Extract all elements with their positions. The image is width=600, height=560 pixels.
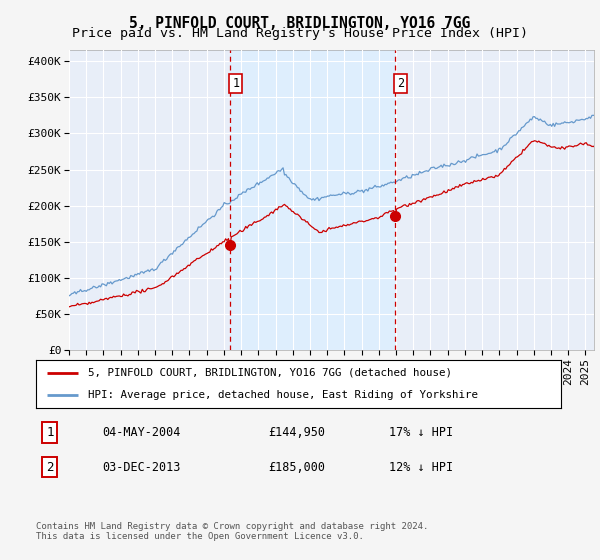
Bar <box>230 50 395 350</box>
Text: 1: 1 <box>46 426 53 439</box>
Text: 1: 1 <box>232 77 239 90</box>
Text: 5, PINFOLD COURT, BRIDLINGTON, YO16 7GG: 5, PINFOLD COURT, BRIDLINGTON, YO16 7GG <box>130 16 470 31</box>
Text: £144,950: £144,950 <box>268 426 325 439</box>
Text: 2: 2 <box>397 77 404 90</box>
Text: Contains HM Land Registry data © Crown copyright and database right 2024.
This d: Contains HM Land Registry data © Crown c… <box>36 522 428 542</box>
Text: 12% ↓ HPI: 12% ↓ HPI <box>389 461 454 474</box>
Text: 2: 2 <box>46 461 53 474</box>
Text: 03-DEC-2013: 03-DEC-2013 <box>102 461 181 474</box>
Text: 04-MAY-2004: 04-MAY-2004 <box>102 426 181 439</box>
Text: £185,000: £185,000 <box>268 461 325 474</box>
Text: 5, PINFOLD COURT, BRIDLINGTON, YO16 7GG (detached house): 5, PINFOLD COURT, BRIDLINGTON, YO16 7GG … <box>89 368 452 378</box>
Text: HPI: Average price, detached house, East Riding of Yorkshire: HPI: Average price, detached house, East… <box>89 390 479 400</box>
Text: Price paid vs. HM Land Registry's House Price Index (HPI): Price paid vs. HM Land Registry's House … <box>72 27 528 40</box>
Text: 17% ↓ HPI: 17% ↓ HPI <box>389 426 454 439</box>
